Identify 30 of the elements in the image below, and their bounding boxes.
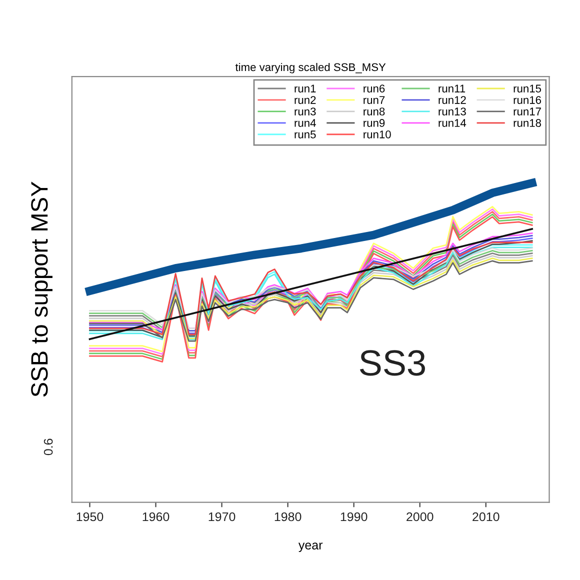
x-tick-label: 2010 [472,512,500,522]
chart-title: time varying scaled SSB_MSY [235,62,386,74]
legend-label: run17 [514,108,541,116]
legend-label: run12 [438,96,466,104]
y-axis-title: SSB to support MSY [31,182,52,397]
legend-label: run6 [364,84,385,92]
x-tick-label: 1950 [76,512,104,522]
legend-label: run15 [514,84,542,92]
x-tick-label: 2000 [406,512,434,522]
legend-label: run14 [438,119,466,127]
x-tick-label: 1960 [142,512,170,522]
legend-label: run7 [364,96,385,104]
legend-label: run10 [364,130,391,138]
legend-label: run2 [294,96,316,104]
legend-label: run4 [294,119,316,127]
legend-label: run8 [364,108,385,116]
legend-label: run1 [294,84,316,92]
x-axis-title: year [298,542,323,552]
legend-label: run11 [438,84,466,92]
legend-label: run5 [294,130,316,138]
x-tick-label: 1990 [340,512,368,522]
legend-label: run16 [514,96,541,104]
text: 0.6 [44,438,53,456]
x-tick-label: 1980 [274,512,302,522]
legend-label: run9 [364,119,385,127]
legend-label: run18 [514,119,541,127]
x-tick-label: 1970 [208,512,236,522]
legend-label: run3 [294,108,316,116]
legend-label: run13 [438,108,466,116]
annotation: SS3 [360,350,425,376]
